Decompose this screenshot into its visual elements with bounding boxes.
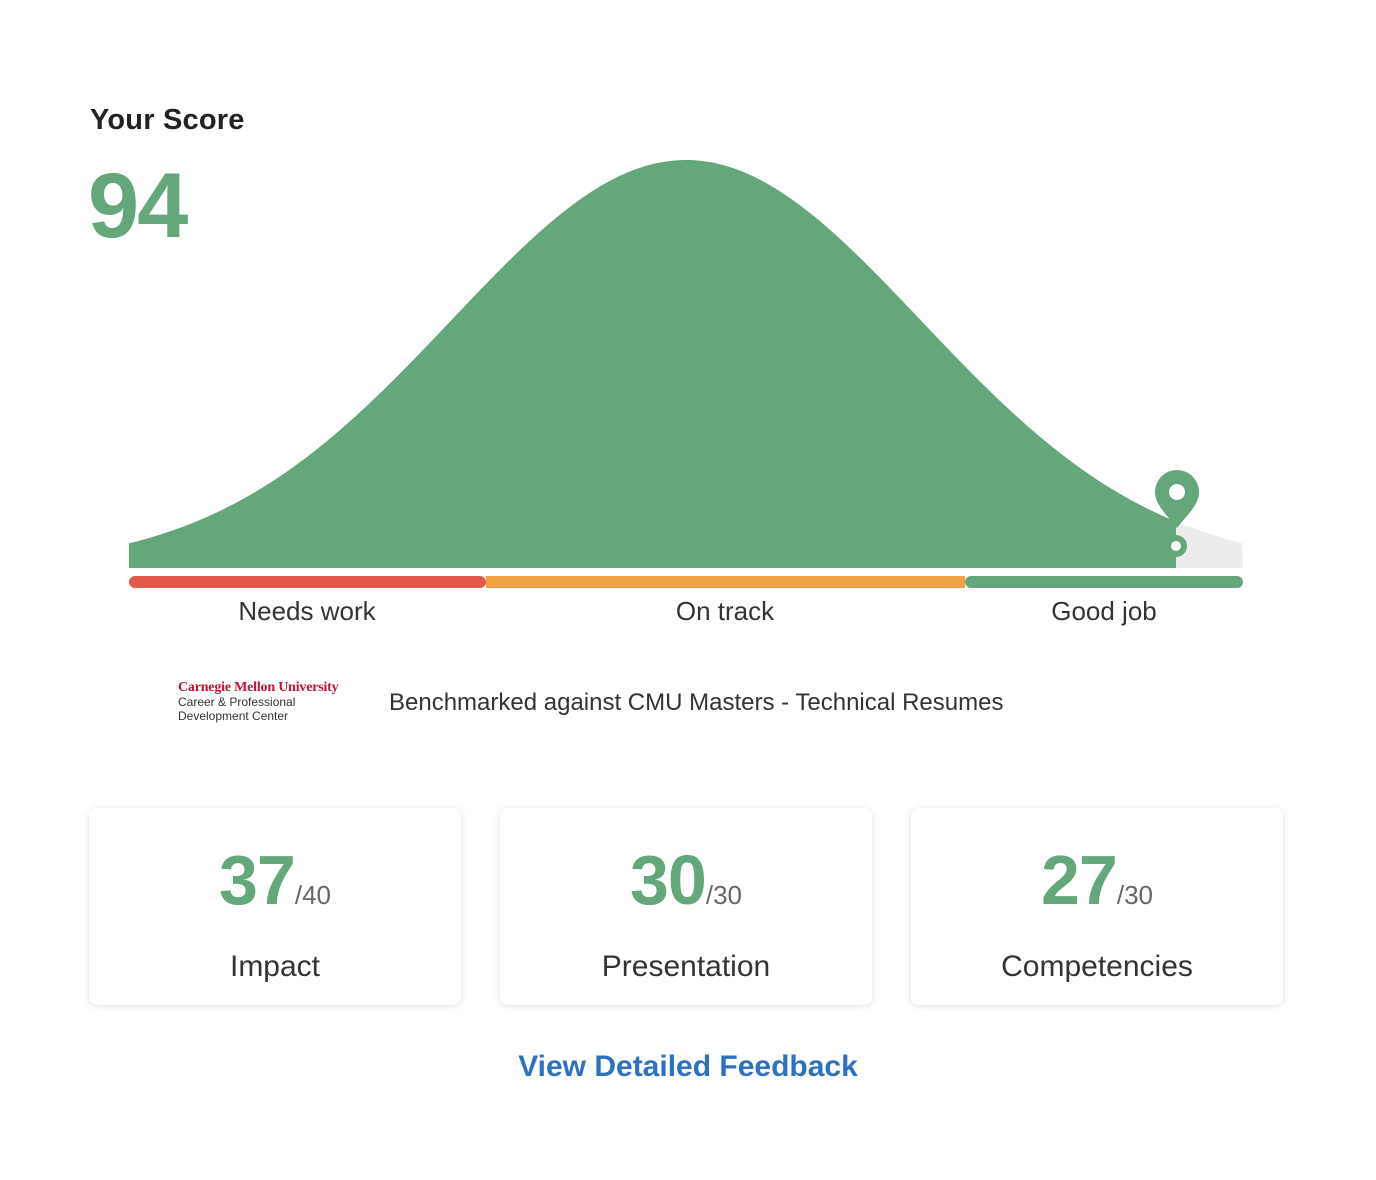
card-max: /40 xyxy=(294,880,332,910)
logo-line-2: Development Center xyxy=(178,708,289,723)
logo-university-name: Carnegie Mellon University xyxy=(178,680,339,695)
card-title: Impact xyxy=(229,950,321,983)
logo-line-1: Career & Professional xyxy=(178,695,296,710)
band-needs-work xyxy=(129,576,486,588)
score-card-presentation: 30/30 Presentation xyxy=(500,808,872,1005)
view-detailed-feedback-link[interactable]: View Detailed Feedback xyxy=(518,1050,858,1083)
score-card-impact: 37/40 Impact xyxy=(89,808,461,1005)
band-on-track xyxy=(486,576,965,588)
card-max: /30 xyxy=(705,880,743,910)
distribution-curve-remainder xyxy=(1176,521,1243,568)
band-label-needs-work: Needs work xyxy=(238,596,376,626)
benchmark-text: Benchmarked against CMU Masters - Techni… xyxy=(389,689,1004,716)
score-card-competencies: 27/30 Competencies xyxy=(911,808,1283,1005)
score-distribution-chart xyxy=(129,160,1243,588)
card-title: Competencies xyxy=(1001,950,1193,983)
card-title: Presentation xyxy=(601,950,771,983)
score-value: 94 xyxy=(88,155,188,257)
map-pin-icon xyxy=(1155,470,1199,557)
band-label-good-job: Good job xyxy=(1051,596,1157,626)
card-max: /30 xyxy=(1116,880,1154,910)
card-score: 30 xyxy=(629,841,707,919)
distribution-curve xyxy=(129,160,1176,568)
score-label: Your Score xyxy=(90,104,245,136)
band-good-job xyxy=(965,576,1243,588)
card-score: 27 xyxy=(1040,841,1118,919)
cmu-logo: Carnegie Mellon University Career & Prof… xyxy=(178,680,339,724)
card-score: 37 xyxy=(218,841,296,919)
band-label-on-track: On track xyxy=(675,596,775,626)
